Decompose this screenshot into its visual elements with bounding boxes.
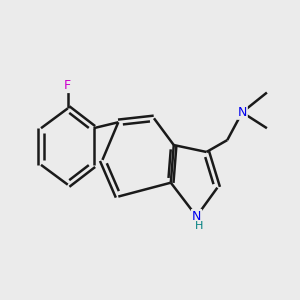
Text: H: H bbox=[195, 221, 203, 231]
Text: N: N bbox=[192, 210, 201, 223]
Text: N: N bbox=[238, 106, 247, 119]
Text: F: F bbox=[64, 79, 71, 92]
